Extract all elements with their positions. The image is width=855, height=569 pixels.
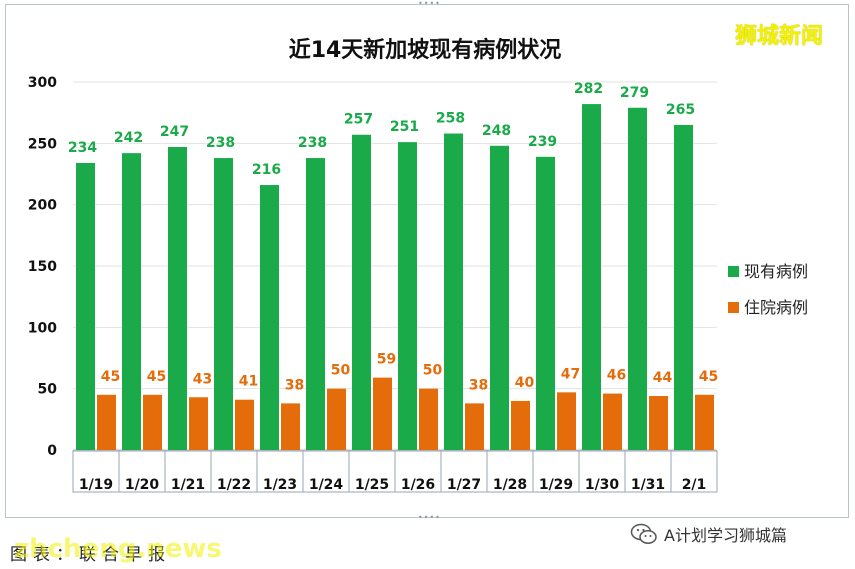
bar-current	[352, 134, 371, 450]
bar-hospitalized	[373, 377, 392, 450]
wechat-account-label: A计划学习狮城篇	[664, 526, 787, 545]
bar-hospitalized	[419, 388, 438, 450]
x-tick-label: 1/27	[447, 477, 481, 493]
x-axis: 1/19 1/20 1/21 1/22 1/23 1/24 1/25 1/26 1/27 1/28…	[72, 450, 718, 493]
y-axis: 0 50 100 150 200 250 300	[28, 75, 57, 459]
x-tick-label: 2/1	[682, 477, 707, 493]
data-label-hospitalized: 43	[193, 371, 212, 387]
y-tick-label: 50	[38, 382, 58, 398]
data-label-hospitalized: 45	[147, 369, 166, 385]
x-tick-label: 1/26	[401, 477, 435, 493]
bar-hospitalized	[603, 393, 622, 450]
data-label-current: 242	[114, 130, 143, 146]
brand-logo-text: 狮城新闻	[735, 24, 824, 49]
bar-current	[536, 156, 555, 450]
resize-handle-bottom[interactable]: ••••	[418, 513, 441, 522]
x-tick-label: 1/24	[309, 477, 344, 493]
y-tick-label: 0	[47, 443, 57, 459]
bar-hospitalized	[511, 400, 530, 450]
data-label-hospitalized: 41	[239, 374, 258, 390]
x-tick-label: 1/19	[79, 477, 113, 493]
wechat-icon	[630, 523, 657, 544]
bar-hospitalized	[97, 394, 116, 450]
resize-handle-top[interactable]: ••••	[418, 0, 441, 8]
wechat-account[interactable]: A计划学习狮城篇	[630, 522, 787, 546]
x-tick-label: 1/20	[125, 477, 160, 493]
bar-current	[674, 124, 693, 450]
data-label-hospitalized: 59	[377, 352, 396, 368]
data-label-current: 238	[298, 135, 327, 151]
bar-current	[168, 147, 187, 450]
data-label-current: 279	[620, 85, 649, 101]
watermark: zhcheng.news	[14, 534, 222, 564]
data-label-hospitalized: 50	[331, 363, 351, 379]
bar-current	[628, 107, 647, 450]
data-label-current: 234	[68, 140, 97, 156]
y-tick-label: 300	[28, 75, 57, 91]
data-label-current: 265	[666, 102, 695, 118]
bar-current	[122, 153, 141, 450]
data-label-current: 239	[528, 134, 557, 150]
x-tick-label: 1/31	[631, 477, 665, 493]
legend-swatch	[728, 302, 739, 313]
legend-label: 现有病例	[744, 262, 808, 281]
bar-current	[214, 158, 233, 450]
data-label-current: 248	[482, 123, 511, 139]
data-label-current: 247	[160, 124, 189, 140]
bar-current	[398, 142, 417, 450]
bars	[76, 104, 714, 451]
chart-source: 图表：联合早报	[10, 545, 171, 565]
data-label-current: 216	[252, 162, 281, 178]
data-label-current: 251	[390, 119, 419, 135]
bar-hospitalized	[695, 394, 714, 450]
bar-hospitalized	[557, 392, 576, 450]
data-label-hospitalized: 50	[423, 363, 443, 379]
x-tick-label: 1/23	[263, 477, 297, 493]
legend-swatch	[728, 266, 739, 277]
bar-current	[582, 104, 601, 450]
y-tick-label: 100	[28, 320, 57, 336]
legend-label: 住院病例	[744, 298, 808, 317]
bar-hospitalized	[189, 397, 208, 450]
bar-current	[260, 185, 279, 451]
data-label-current: 258	[436, 111, 465, 127]
x-tick-label: 1/29	[539, 477, 573, 493]
bar-hospitalized	[235, 399, 254, 450]
x-tick-label: 1/21	[171, 477, 205, 493]
bar-current	[76, 162, 95, 450]
x-tick-label: 1/30	[585, 477, 620, 493]
y-tick-label: 200	[28, 198, 57, 214]
data-label-hospitalized: 45	[699, 369, 718, 385]
data-label-current: 238	[206, 135, 235, 151]
x-tick-label: 1/28	[493, 477, 527, 493]
data-label-current: 282	[574, 81, 603, 97]
y-tick-label: 250	[28, 136, 57, 152]
chart-title: 近14天新加坡现有病例状况	[289, 37, 562, 63]
data-label-hospitalized: 38	[469, 377, 488, 393]
bar-current	[490, 145, 509, 450]
bar-hospitalized	[465, 403, 484, 450]
bar-hospitalized	[143, 394, 162, 450]
data-labels: 234 45 242 45 247 43 238 41 216 38 238 50 257 59 251 50…	[68, 81, 718, 393]
x-tick-label: 1/25	[355, 477, 389, 493]
bar-current	[444, 133, 463, 450]
data-label-hospitalized: 44	[653, 370, 673, 386]
data-label-hospitalized: 47	[561, 366, 580, 382]
data-label-hospitalized: 38	[285, 377, 304, 393]
bar-hospitalized	[327, 388, 346, 450]
x-tick-label: 1/22	[217, 477, 251, 493]
bar-hospitalized	[649, 396, 668, 450]
bar-hospitalized	[281, 403, 300, 450]
data-label-current: 257	[344, 112, 373, 128]
data-label-hospitalized: 40	[515, 375, 535, 391]
bar-current	[306, 158, 325, 450]
y-tick-label: 150	[28, 259, 57, 275]
data-label-hospitalized: 46	[607, 368, 626, 384]
data-label-hospitalized: 45	[101, 369, 120, 385]
